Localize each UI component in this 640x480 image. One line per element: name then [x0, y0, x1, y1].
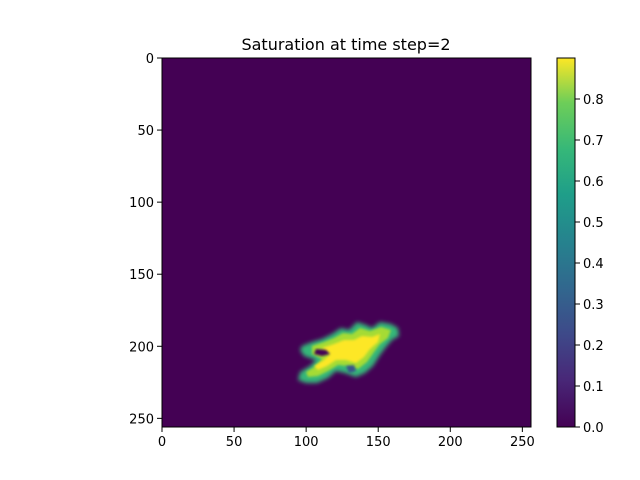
- y-tick-label: 0: [146, 52, 154, 67]
- y-tick-label: 100: [129, 196, 154, 211]
- colorbar-gradient: [557, 58, 575, 427]
- x-tick-label: 250: [510, 435, 535, 450]
- plot-frame: [161, 57, 532, 428]
- y-tick-label: 250: [129, 412, 154, 427]
- saturation-plume: [298, 322, 399, 383]
- x-tick-label: 150: [366, 435, 391, 450]
- colorbar-tick-label: 0.4: [583, 257, 604, 272]
- plume-hole: [346, 365, 356, 373]
- x-axis: 0 50 100 150 200 250: [158, 427, 535, 450]
- x-tick-label: 100: [294, 435, 319, 450]
- x-tick-label: 0: [158, 435, 166, 450]
- plume-core: [314, 334, 380, 370]
- colorbar-frame: [556, 57, 576, 428]
- y-axis: 0 50 100 150 200 250: [129, 52, 162, 427]
- x-tick-label: 200: [438, 435, 463, 450]
- x-tick-label: 50: [226, 435, 243, 450]
- colorbar-tick-label: 0.5: [583, 216, 604, 231]
- colorbar-tick-label: 0.7: [583, 134, 604, 149]
- colorbar-tick-label: 0.3: [583, 298, 604, 313]
- colorbar-tick-label: 0.1: [583, 380, 604, 395]
- colorbar-tick-label: 0.0: [583, 421, 604, 436]
- colorbar: 0.0 0.1 0.2 0.3 0.4 0.5 0.6 0.7 0.8: [556, 57, 604, 436]
- colorbar-ticks: 0.0 0.1 0.2 0.3 0.4 0.5 0.6 0.7 0.8: [575, 93, 604, 436]
- colorbar-tick-label: 0.6: [583, 175, 604, 190]
- colorbar-tick-label: 0.2: [583, 339, 604, 354]
- colorbar-tick-label: 0.8: [583, 93, 604, 108]
- heatmap-plot: [162, 58, 531, 427]
- chart-title: Saturation at time step=2: [241, 35, 450, 54]
- y-tick-label: 200: [129, 340, 154, 355]
- y-tick-label: 50: [137, 124, 154, 139]
- plume-hole: [314, 349, 330, 356]
- y-tick-label: 150: [129, 268, 154, 283]
